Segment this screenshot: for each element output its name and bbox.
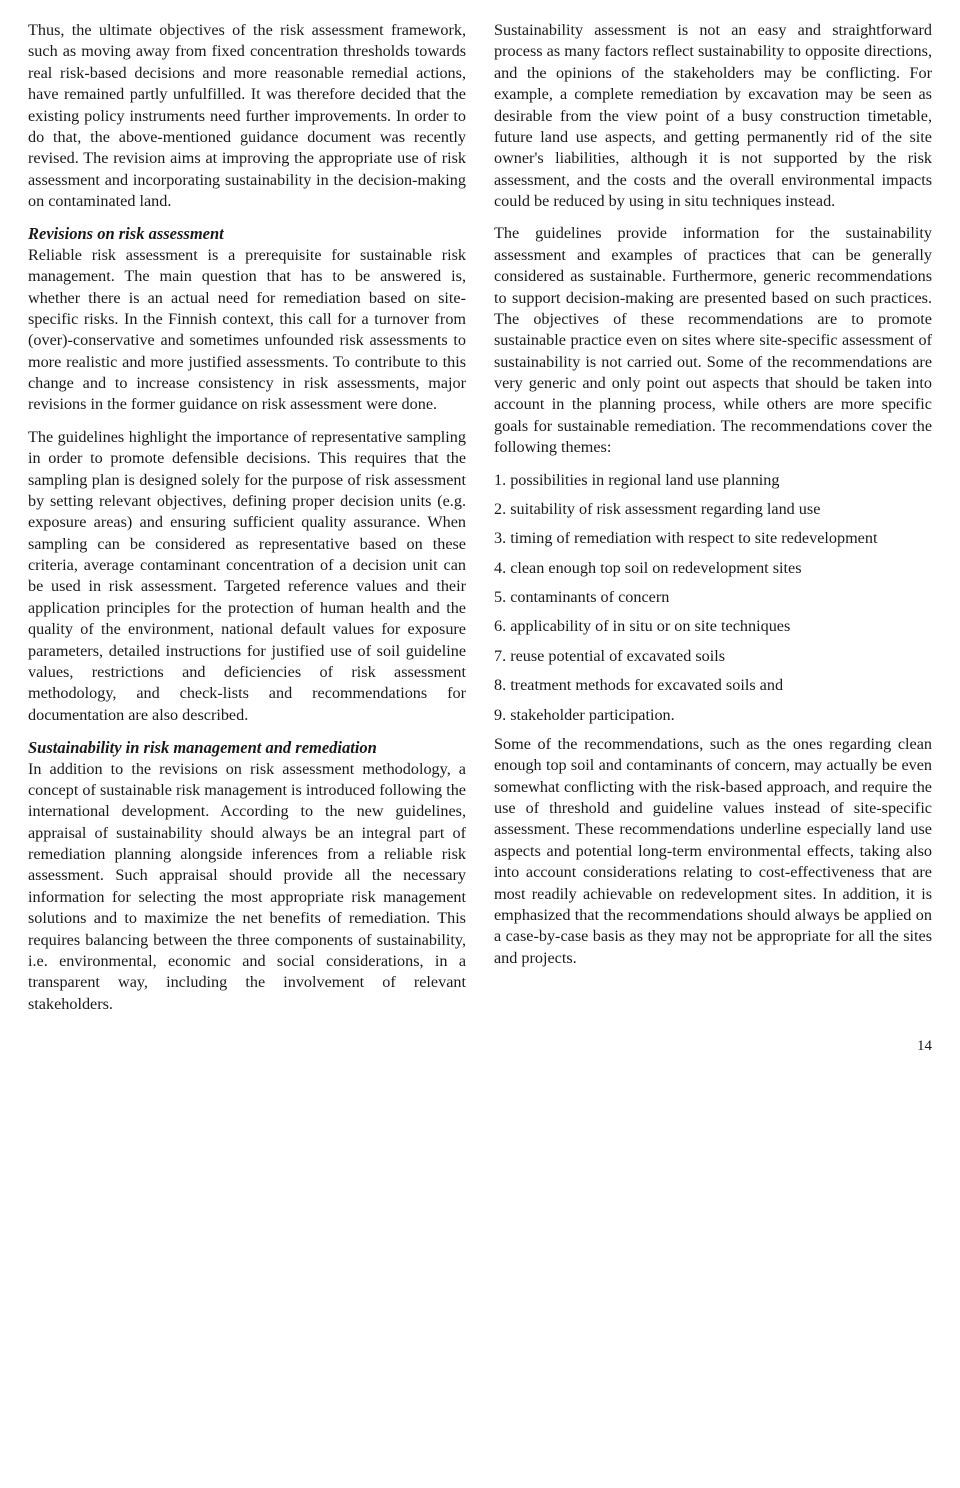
right-paragraph-3: Some of the recommendations, such as the… [494, 734, 932, 969]
left-paragraph-3: The guidelines highlight the importance … [28, 427, 466, 726]
list-item: 7. reuse potential of excavated soils [494, 646, 932, 667]
list-item: 2. suitability of risk assessment regard… [494, 499, 932, 520]
page-number: 14 [28, 1038, 932, 1055]
two-column-layout: Thus, the ultimate objectives of the ris… [28, 20, 932, 1026]
left-paragraph-4: In addition to the revisions on risk ass… [28, 759, 466, 1016]
heading-revisions: Revisions on risk assessment [28, 223, 466, 244]
right-column: Sustainability assessment is not an easy… [494, 20, 932, 1026]
list-item: 8. treatment methods for excavated soils… [494, 675, 932, 696]
list-item: 3. timing of remediation with respect to… [494, 528, 932, 549]
right-paragraph-2: The guidelines provide information for t… [494, 223, 932, 458]
left-paragraph-2: Reliable risk assessment is a prerequisi… [28, 245, 466, 416]
list-item: 6. applicability of in situ or on site t… [494, 616, 932, 637]
list-item: 1. possibilities in regional land use pl… [494, 470, 932, 491]
list-item: 4. clean enough top soil on redevelopmen… [494, 558, 932, 579]
heading-sustainability: Sustainability in risk management and re… [28, 737, 466, 758]
left-paragraph-1: Thus, the ultimate objectives of the ris… [28, 20, 466, 212]
right-paragraph-1: Sustainability assessment is not an easy… [494, 20, 932, 212]
list-item: 5. contaminants of concern [494, 587, 932, 608]
left-column: Thus, the ultimate objectives of the ris… [28, 20, 466, 1026]
list-item: 9. stakeholder participation. [494, 705, 932, 726]
